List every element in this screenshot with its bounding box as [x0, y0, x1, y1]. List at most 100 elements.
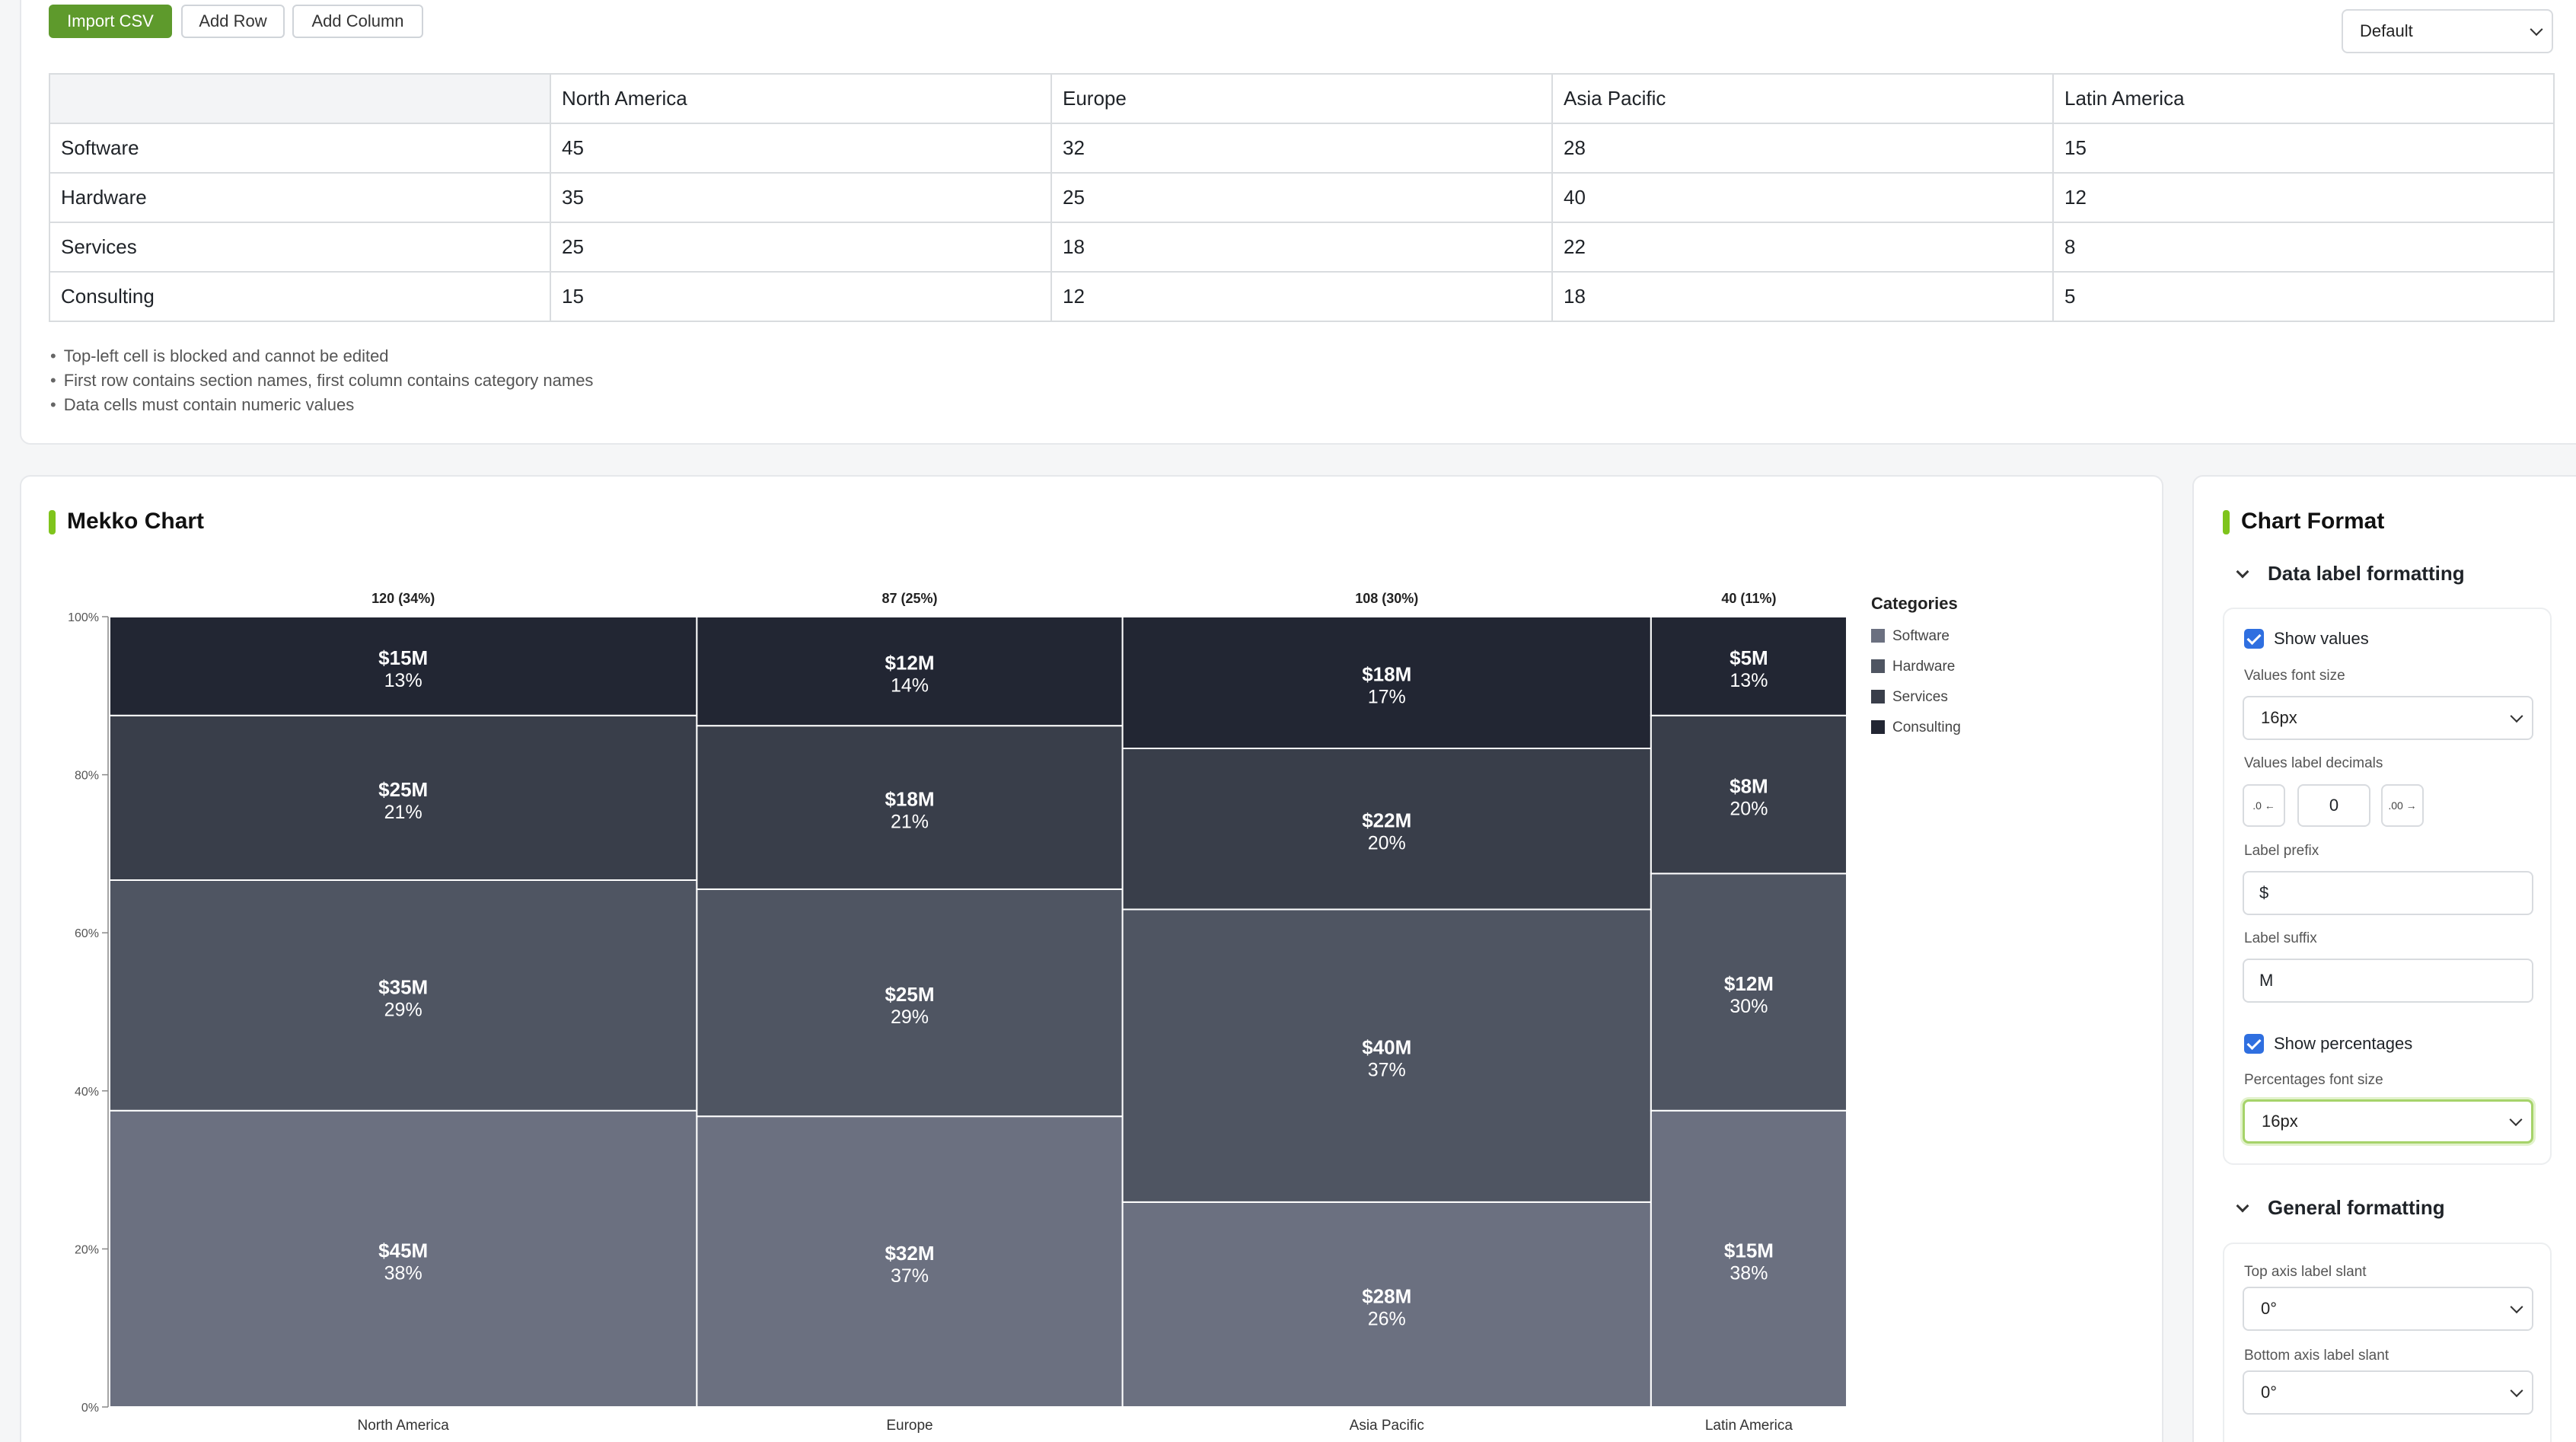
- table-cell[interactable]: 18: [1551, 271, 2054, 322]
- table-cell[interactable]: 22: [1551, 222, 2054, 273]
- add-row-button[interactable]: Add Row: [181, 5, 285, 38]
- legend-swatch: [1871, 629, 1885, 643]
- note-item: Data cells must contain numeric values: [50, 393, 593, 417]
- table-cell[interactable]: 28: [1551, 123, 2054, 174]
- percentages-font-size-select[interactable]: 16px: [2243, 1099, 2533, 1144]
- table-cell[interactable]: 15: [2052, 123, 2555, 174]
- table-cell[interactable]: 8: [2052, 222, 2555, 273]
- segment-percent-label: 37%: [891, 1265, 929, 1287]
- add-column-button[interactable]: Add Column: [292, 5, 423, 38]
- bottom-axis-label: Asia Pacific: [1350, 1418, 1424, 1434]
- mekko-segment: [696, 616, 1124, 727]
- data-label-section-toggle[interactable]: Data label formatting: [2268, 562, 2465, 585]
- prefix-input[interactable]: $: [2243, 871, 2533, 915]
- table-cell[interactable]: 5: [2052, 271, 2555, 322]
- table-cell[interactable]: 12: [2052, 172, 2555, 223]
- table-cell[interactable]: 25: [550, 222, 1052, 273]
- top-axis-label: 87 (25%): [882, 591, 937, 606]
- bottom-slant-label: Bottom axis label slant: [2244, 1348, 2389, 1364]
- segment-value-label: $25M: [885, 983, 934, 1006]
- segment-percent-label: 17%: [1368, 687, 1406, 708]
- table-row: Software 45 32 28 15: [49, 123, 2555, 174]
- show-values-checkbox[interactable]: [2244, 629, 2264, 649]
- table-cell[interactable]: 32: [1050, 123, 1553, 174]
- decimals-input[interactable]: 0: [2297, 784, 2370, 827]
- segment-percent-label: 14%: [891, 675, 929, 697]
- table-cell[interactable]: Hardware: [49, 172, 551, 223]
- mekko-segment: [1121, 1201, 1652, 1409]
- mekko-segment: [1650, 873, 1848, 1112]
- table-cell[interactable]: Software: [49, 123, 551, 174]
- top-slant-select[interactable]: 0°: [2243, 1287, 2533, 1331]
- table-cell[interactable]: 40: [1551, 172, 2054, 223]
- table-cell[interactable]: 15: [550, 271, 1052, 322]
- chevron-down-icon: [2530, 23, 2543, 37]
- table-header-cell[interactable]: Asia Pacific: [1551, 73, 2054, 124]
- mekko-segment: [1121, 908, 1652, 1203]
- segment-percent-label: 13%: [384, 670, 422, 691]
- section-accent-bar: [49, 510, 56, 534]
- segment-value-label: $35M: [378, 975, 428, 998]
- table-header-cell[interactable]: Latin America: [2052, 73, 2555, 124]
- table-cell[interactable]: 18: [1050, 222, 1553, 273]
- bottom-slant-select[interactable]: 0°: [2243, 1370, 2533, 1415]
- import-csv-button[interactable]: Import CSV: [49, 5, 172, 38]
- mekko-segment: [109, 616, 698, 716]
- segment-value-label: $32M: [885, 1242, 934, 1265]
- segment-percent-label: 20%: [1730, 799, 1768, 820]
- segment-value-label: $22M: [1362, 809, 1411, 832]
- mekko-segment: [696, 888, 1124, 1118]
- suffix-input[interactable]: M: [2243, 959, 2533, 1003]
- segment-value-label: $12M: [1724, 972, 1774, 995]
- table-cell[interactable]: Consulting: [49, 271, 551, 322]
- bottom-slant-value: 0°: [2261, 1383, 2278, 1402]
- mekko-segment: [1121, 616, 1652, 749]
- legend-item: Hardware: [1892, 659, 1955, 675]
- chevron-down-icon: [2509, 1113, 2523, 1127]
- table-cell[interactable]: 35: [550, 172, 1052, 223]
- decrease-decimals-button[interactable]: .0 ←: [2243, 784, 2285, 827]
- percentages-font-size-value: 16px: [2262, 1112, 2298, 1131]
- legend-item: Services: [1892, 689, 1948, 705]
- values-font-size-label: Values font size: [2244, 668, 2345, 684]
- segment-percent-label: 37%: [1368, 1060, 1406, 1081]
- top-slant-label: Top axis label slant: [2244, 1264, 2367, 1280]
- segment-value-label: $15M: [1724, 1239, 1774, 1262]
- mekko-chart: 0%20%40%60%80%100%$45M38%$35M29%$25M21%$…: [68, 591, 1961, 1434]
- preset-select-value: Default: [2360, 21, 2413, 40]
- values-font-size-select[interactable]: 16px: [2243, 696, 2533, 740]
- mekko-segment: [109, 1109, 698, 1408]
- top-slant-value: 0°: [2261, 1299, 2278, 1318]
- table-header-cell[interactable]: North America: [550, 73, 1052, 124]
- note-item: First row contains section names, first …: [50, 368, 594, 393]
- general-section-toggle[interactable]: General formatting: [2268, 1196, 2445, 1219]
- segment-value-label: $40M: [1362, 1036, 1411, 1059]
- y-tick-label: 0%: [81, 1402, 99, 1415]
- legend-item: Consulting: [1892, 719, 1961, 735]
- mekko-segment: [1650, 616, 1848, 716]
- table-cell[interactable]: 12: [1050, 271, 1553, 322]
- table-cell[interactable]: 25: [1050, 172, 1553, 223]
- y-tick-label: 40%: [75, 1086, 99, 1099]
- legend-title: Categories: [1871, 594, 1958, 613]
- table-cell[interactable]: 45: [550, 123, 1052, 174]
- note-item: Top-left cell is blocked and cannot be e…: [50, 344, 593, 368]
- table-cell[interactable]: Services: [49, 222, 551, 273]
- segment-value-label: $25M: [378, 778, 428, 801]
- segment-percent-label: 30%: [1730, 996, 1768, 1017]
- data-table: North America Europe Asia Pacific Latin …: [49, 73, 2555, 322]
- legend-swatch: [1871, 659, 1885, 673]
- segment-value-label: $12M: [885, 652, 934, 675]
- preset-select[interactable]: Default: [2342, 9, 2553, 53]
- table-header-cell[interactable]: Europe: [1050, 73, 1553, 124]
- segment-value-label: $5M: [1730, 646, 1768, 669]
- mekko-segment: [1121, 748, 1652, 911]
- segment-value-label: $45M: [378, 1239, 428, 1262]
- segment-value-label: $28M: [1362, 1284, 1411, 1307]
- increase-decimals-button[interactable]: .00 →: [2381, 784, 2424, 827]
- mekko-segment: [1650, 714, 1848, 875]
- segment-percent-label: 38%: [384, 1262, 422, 1284]
- segment-value-label: $8M: [1730, 775, 1768, 798]
- segment-percent-label: 26%: [1368, 1308, 1406, 1329]
- show-percentages-checkbox[interactable]: [2244, 1034, 2264, 1054]
